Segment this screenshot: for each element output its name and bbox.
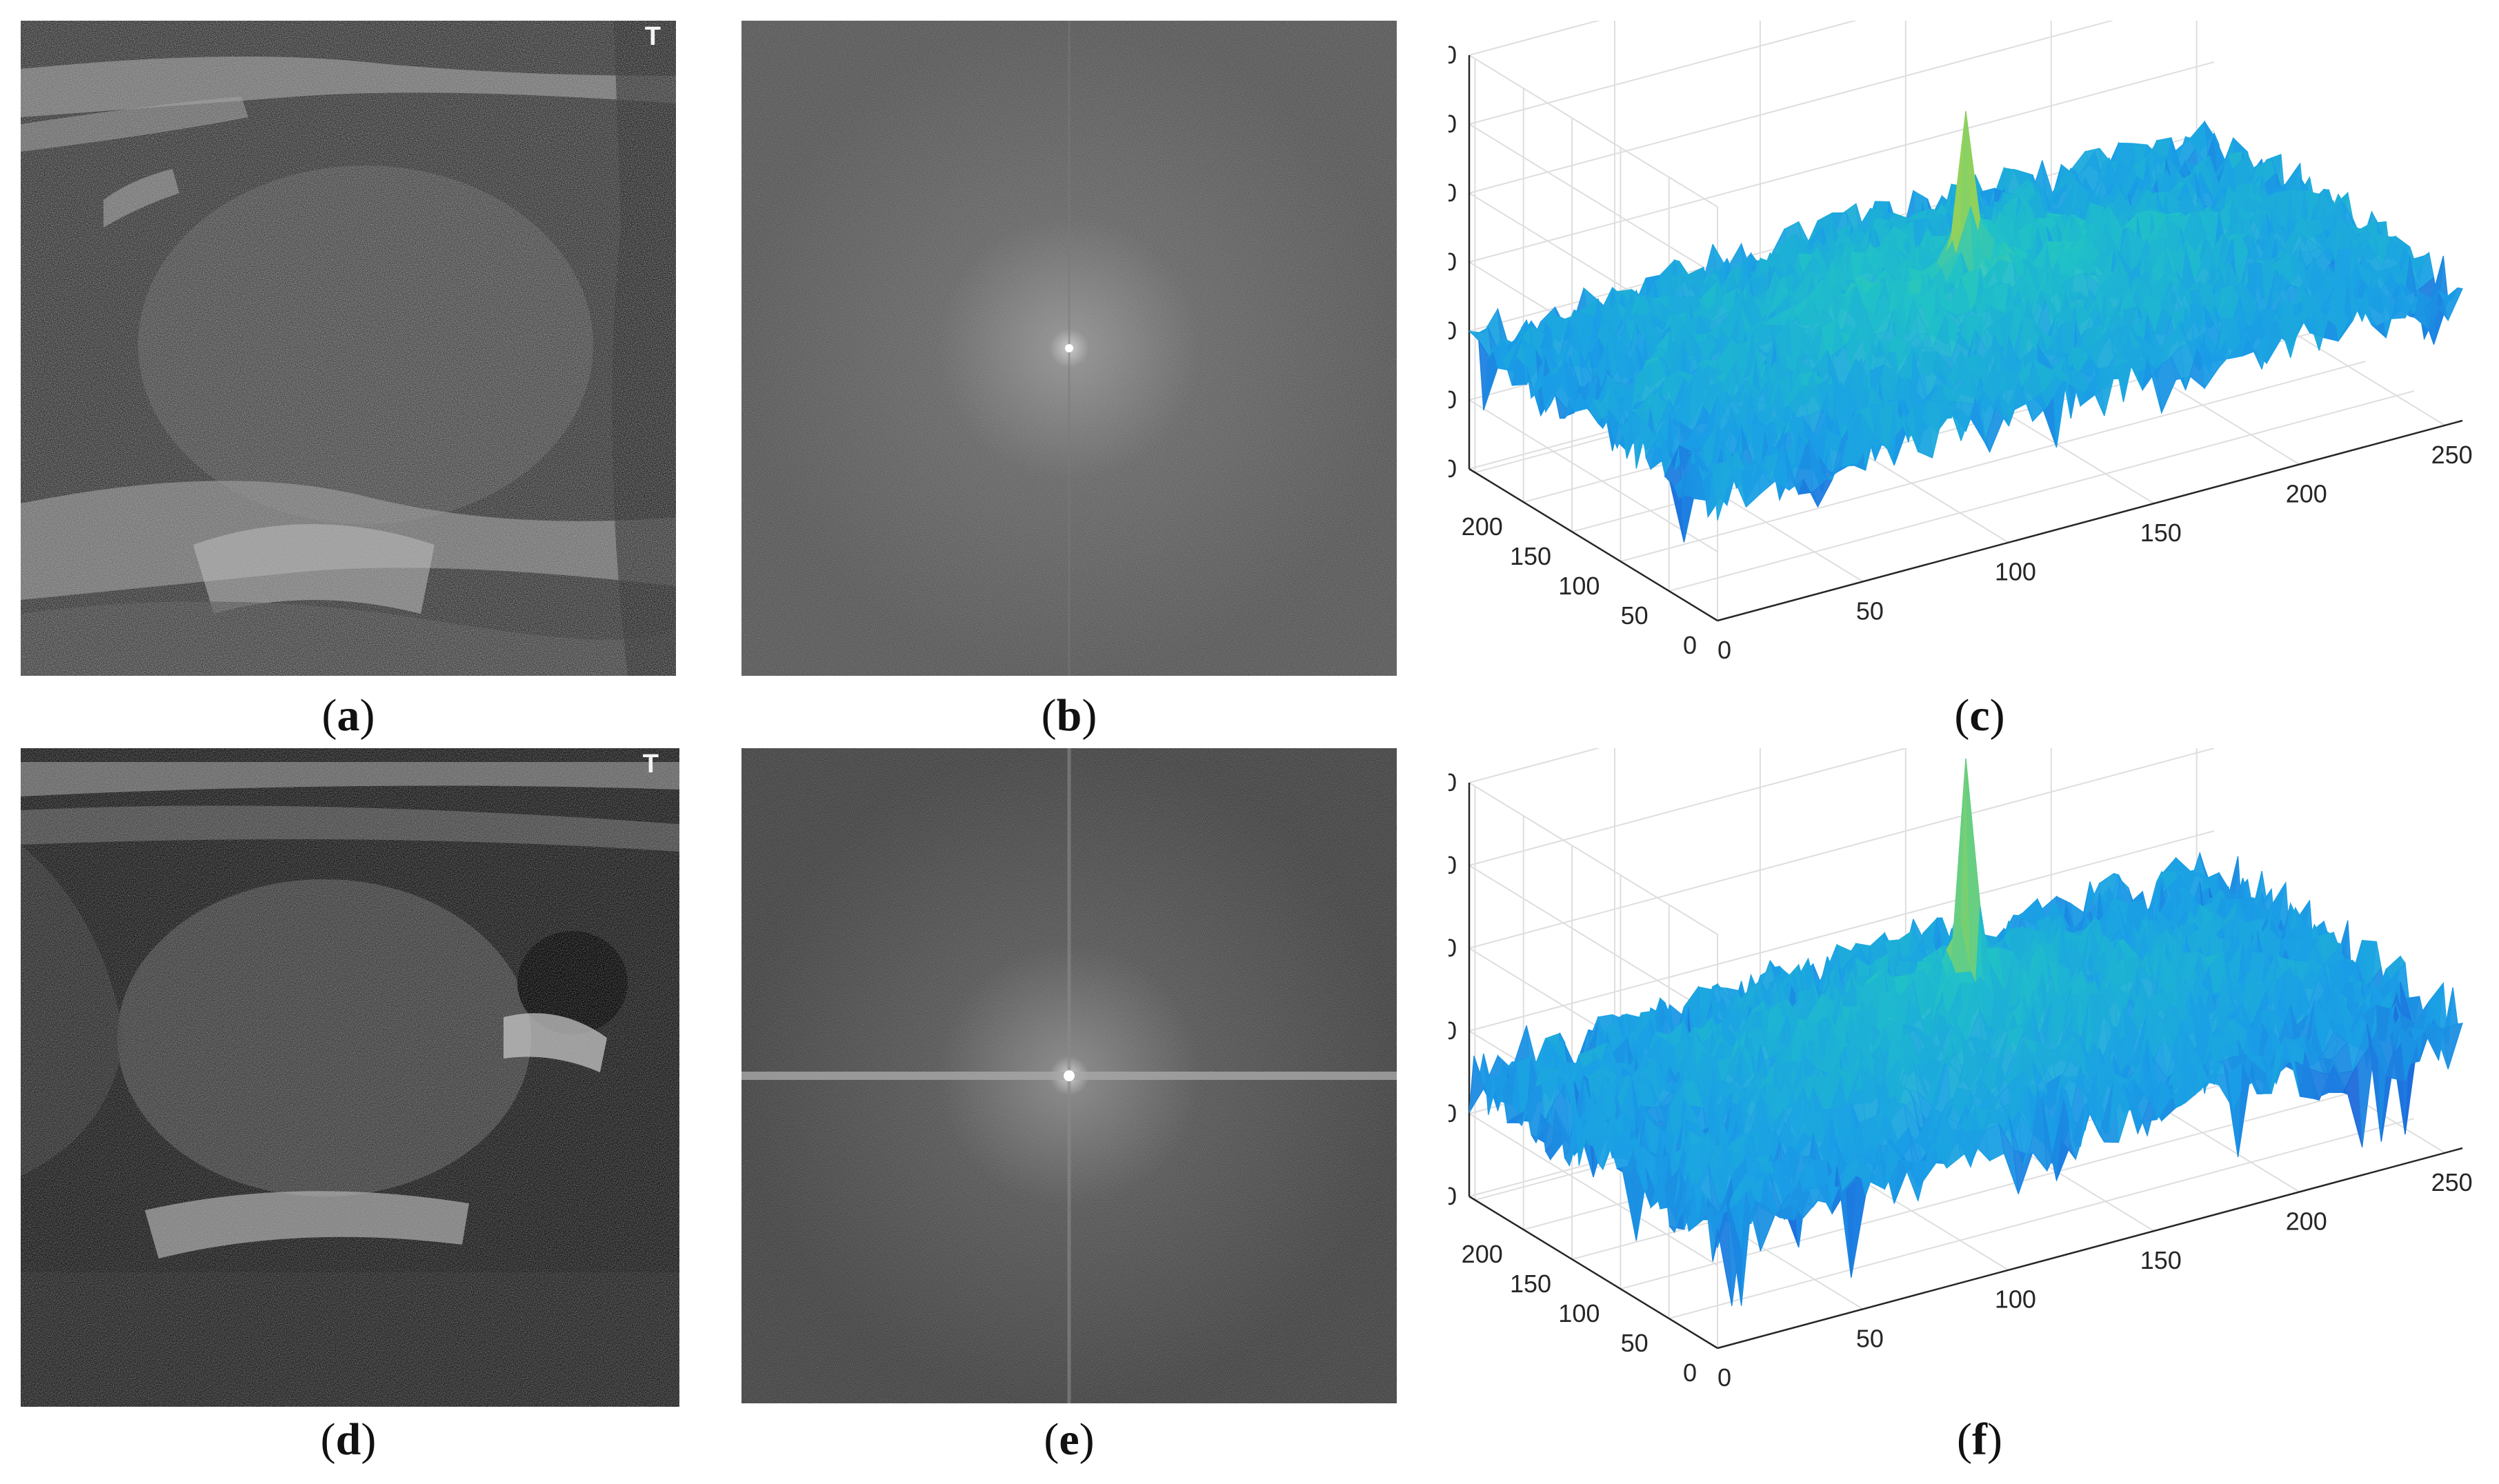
z-tick-label: 100 [1448, 317, 1457, 345]
caption-c: (c) [1954, 690, 2005, 741]
z-tick-label: 100 [1448, 1016, 1457, 1045]
z-tick-label: 250 [1448, 110, 1457, 138]
fourier-spectrum-b [741, 21, 1397, 676]
caption-f: (f) [1957, 1414, 2002, 1465]
y-tick-label: 150 [1510, 542, 1551, 570]
surface-mesh [1468, 111, 2463, 543]
ultrasound-image-a: T [21, 21, 676, 676]
caption-e: (e) [1044, 1414, 1095, 1465]
caption-a: (a) [321, 690, 375, 741]
x-tick-label: 50 [1856, 596, 1884, 625]
surface-mesh [1468, 758, 2463, 1306]
x-tick-label: 200 [2286, 479, 2327, 508]
z-tick-label: 150 [1448, 248, 1457, 276]
z-tick-label: 50 [1448, 385, 1457, 414]
z-tick-label: 0 [1448, 1182, 1457, 1210]
z-tick-label: 300 [1448, 41, 1457, 69]
z-tick-label: 50 [1448, 1099, 1457, 1127]
x-tick-label: 150 [2140, 1246, 2182, 1274]
transducer-marker: T [644, 22, 661, 51]
transducer-marker: T [642, 750, 659, 779]
x-tick-label: 100 [1995, 1285, 2036, 1314]
x-tick-label: 200 [2286, 1207, 2327, 1235]
y-tick-label: 100 [1558, 572, 1600, 600]
z-tick-label: 200 [1448, 851, 1457, 879]
z-tick-label: 200 [1448, 179, 1457, 207]
caption-b: (b) [1041, 690, 1097, 741]
surface-plot-f: 0501001502002500501001502002500501001502… [1448, 748, 2483, 1410]
tick-labels: 0501001502002503000501001502002500501001… [1448, 41, 2473, 664]
surface-plot-c: 0501001502002503000501001502002500501001… [1448, 21, 2483, 683]
y-tick-label: 100 [1558, 1299, 1600, 1327]
y-tick-label: 150 [1510, 1270, 1551, 1298]
y-axis-line [1468, 468, 1718, 622]
x-tick-label: 50 [1856, 1324, 1884, 1352]
x-axis-line [1717, 1147, 2463, 1350]
y-tick-label: 50 [1621, 1329, 1649, 1357]
ultrasound-image-d: T [21, 748, 679, 1407]
y-tick-label: 200 [1462, 512, 1503, 541]
z-tick-label: 250 [1448, 768, 1457, 796]
y-tick-label: 0 [1683, 1358, 1697, 1387]
x-tick-label: 0 [1718, 636, 1731, 664]
fourier-spectrum-e [741, 748, 1397, 1403]
x-tick-label: 150 [2140, 519, 2182, 547]
x-tick-label: 0 [1718, 1363, 1731, 1392]
y-axis-line [1468, 1195, 1718, 1350]
x-tick-label: 250 [2431, 1168, 2473, 1196]
y-tick-label: 200 [1462, 1240, 1503, 1268]
caption-d: (d) [320, 1414, 377, 1465]
z-tick-label: 0 [1448, 454, 1457, 483]
y-tick-label: 0 [1683, 631, 1697, 659]
y-tick-label: 50 [1621, 601, 1649, 630]
x-axis-line [1717, 419, 2463, 622]
x-tick-label: 100 [1995, 558, 2036, 586]
x-tick-label: 250 [2431, 441, 2473, 469]
tick-labels: 0501001502002500501001502002500501001502… [1448, 768, 2473, 1392]
z-tick-label: 150 [1448, 934, 1457, 962]
